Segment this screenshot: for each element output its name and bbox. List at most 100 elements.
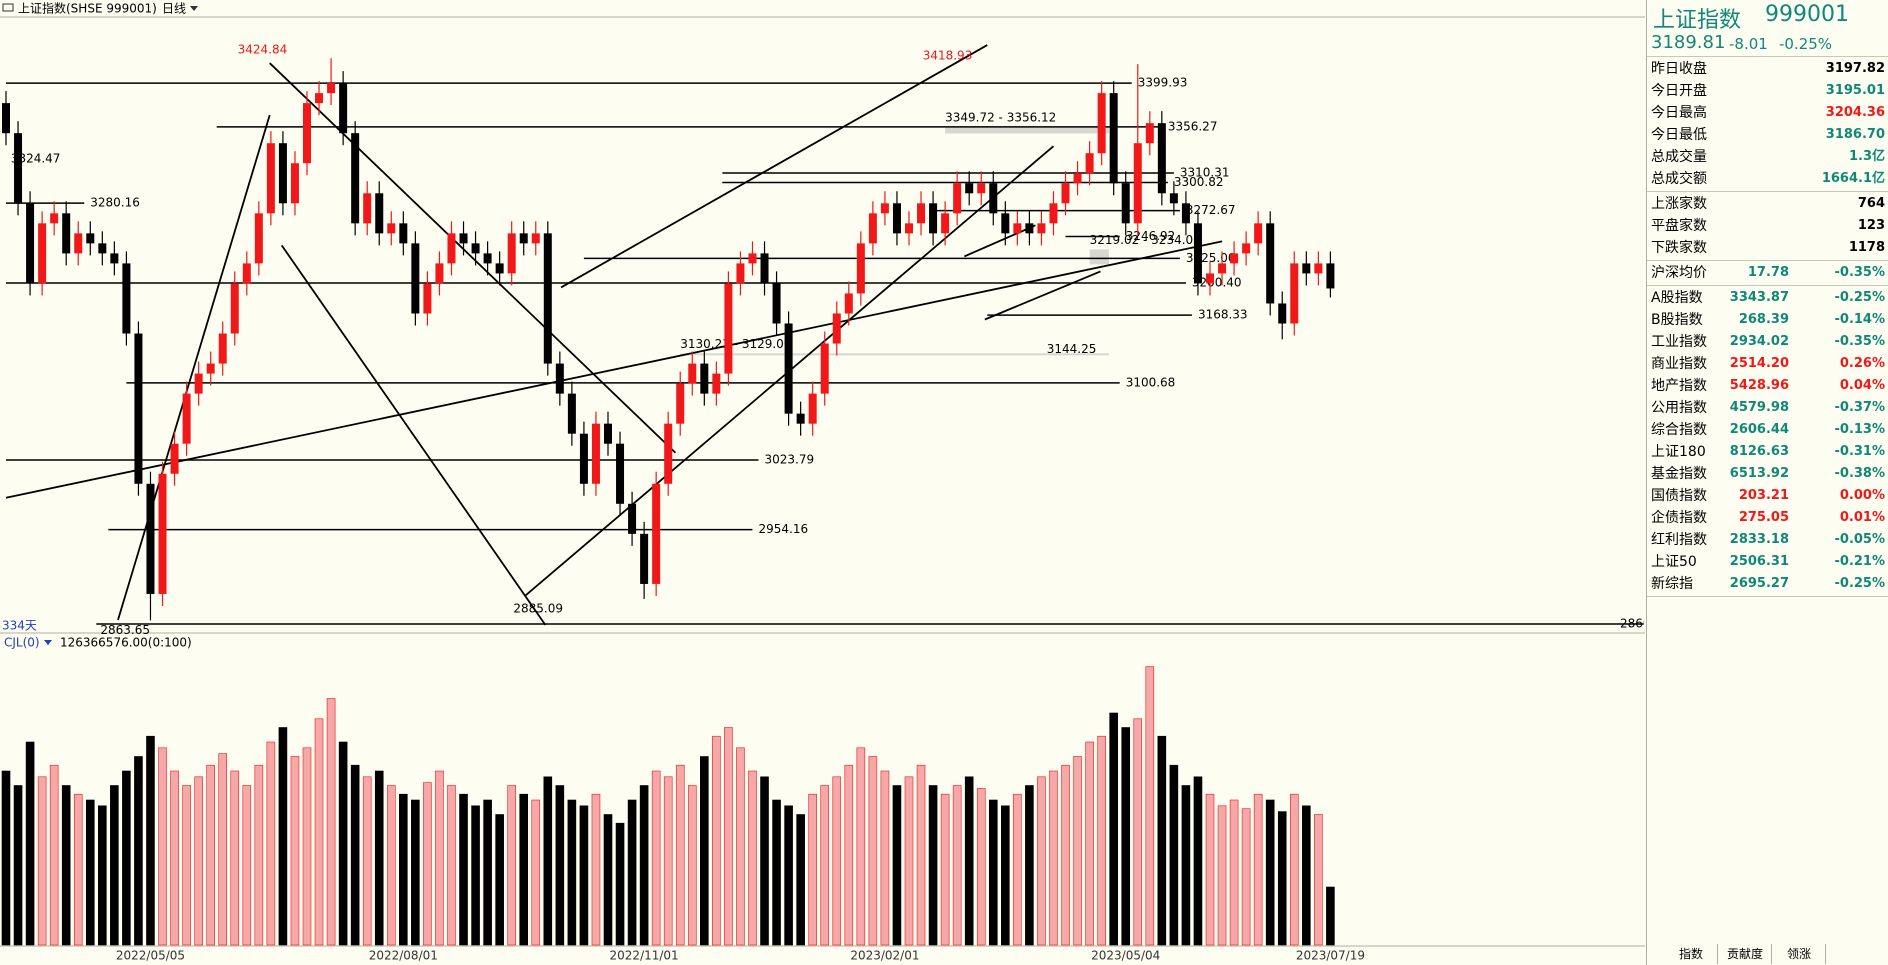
volume-bar [976, 788, 986, 946]
candle-body [700, 363, 709, 394]
volume-bar [796, 814, 805, 946]
index-pct: -0.25% [1834, 290, 1886, 305]
index-pct: -0.21% [1834, 554, 1886, 569]
candle-body [652, 483, 661, 584]
index-name: 工业指数 [1651, 334, 1707, 350]
volume-bar [1157, 735, 1167, 946]
candle-body [616, 443, 625, 504]
gap-label: 3349.72 - 3356.12 [945, 111, 1056, 125]
volume-title[interactable]: CJL(0) [4, 636, 40, 650]
tab[interactable]: 贡献度 [1719, 944, 1772, 964]
candle-body [1254, 223, 1263, 244]
volume-bar [338, 741, 348, 946]
index-pct: 0.01% [1839, 510, 1885, 525]
volume-arrow[interactable] [44, 640, 52, 645]
index-value: 203.21 [1738, 488, 1789, 503]
gap-band [1089, 249, 1109, 265]
index-name: 上证180 [1651, 444, 1706, 460]
candle-body [1001, 213, 1010, 234]
volume-bar [952, 785, 962, 946]
index-pct: -0.31% [1834, 444, 1886, 459]
candle-body [399, 223, 408, 244]
header-title: 上证指数(SHSE 999001) [18, 1, 157, 16]
candle-body [1145, 123, 1154, 144]
candle-body [543, 233, 552, 364]
index-name: 红利指数 [1651, 532, 1707, 548]
volume-bar [350, 764, 360, 946]
menu-icon[interactable] [2, 3, 14, 12]
candle-body [905, 223, 913, 234]
candle-body [38, 223, 47, 284]
volume-bar [1302, 805, 1311, 946]
candle-body [1085, 153, 1094, 174]
index-name: 企债指数 [1651, 510, 1707, 526]
stat-value: 123 [1857, 218, 1885, 233]
candle-body [1266, 223, 1275, 304]
index-pct: -0.13% [1834, 422, 1886, 437]
period[interactable]: 日线 [162, 2, 186, 16]
volume-bar [856, 747, 866, 946]
stat-label: 总成交量 [1651, 149, 1707, 165]
volume-bar [964, 776, 974, 946]
index-value: 2833.18 [1729, 532, 1789, 547]
volume-bar [1314, 814, 1323, 946]
volume-bar [278, 727, 288, 946]
period-arrow[interactable] [190, 6, 198, 11]
index-pct: -0.37% [1834, 400, 1886, 415]
quote-change: -8.01 [1729, 35, 1768, 53]
volume-bar [832, 776, 842, 946]
tab[interactable]: 领涨 [1773, 944, 1826, 964]
index-name: 商业指数 [1651, 356, 1707, 372]
index-value: 5428.96 [1729, 378, 1789, 393]
index-value: 17.78 [1747, 265, 1789, 280]
volume-bar [844, 764, 854, 946]
volume-bar [122, 770, 131, 946]
level-label: 3356.27 [1168, 119, 1218, 133]
volume-bar [627, 799, 637, 946]
index-value: 3343.87 [1729, 290, 1789, 305]
candle-body [182, 393, 191, 444]
volume-bar [1037, 776, 1046, 946]
volume-bar [290, 756, 300, 946]
candle-body [640, 533, 649, 584]
volume-bar [567, 799, 577, 946]
tab[interactable]: 指数 [1665, 944, 1718, 964]
candle-body [519, 233, 528, 244]
candle-body [676, 383, 685, 424]
volume-bar [1097, 735, 1106, 946]
candle-body [1278, 303, 1287, 324]
candle-body [736, 263, 745, 284]
volume-bar [1133, 718, 1143, 946]
index-pct: 0.00% [1839, 488, 1885, 503]
candle-body [989, 183, 998, 214]
index-value: 6513.92 [1729, 466, 1789, 481]
separator [1647, 56, 1888, 57]
volume-bar [1, 770, 11, 946]
index-pct: -0.25% [1834, 576, 1886, 591]
volume-bar [374, 770, 384, 946]
stat-label: 昨日收盘 [1651, 61, 1707, 77]
candle-body [941, 213, 950, 234]
stat-label: 今日最高 [1651, 105, 1707, 121]
volume-bar [784, 805, 793, 946]
volume-bar [399, 793, 408, 946]
level-label: 3246.92 [1126, 229, 1176, 243]
candle-body [1013, 223, 1022, 234]
candle-body [604, 423, 612, 444]
index-pct: -0.35% [1834, 334, 1886, 349]
candle-body [1073, 173, 1082, 184]
separator [1647, 285, 1888, 286]
level-label: 3272.67 [1186, 203, 1236, 217]
volume-bar [651, 770, 661, 946]
volume-bar [314, 718, 324, 946]
candle-body [170, 443, 179, 474]
volume-bar [1217, 805, 1227, 946]
volume-bar [218, 753, 228, 946]
candle-body [748, 253, 757, 264]
volume-bar [1013, 793, 1022, 946]
x-tick-label: 2023/05/04 [1091, 949, 1160, 963]
volume-bar [1241, 808, 1251, 946]
trend-line [984, 270, 1101, 321]
volume-bar [988, 799, 998, 946]
volume-bar [880, 770, 890, 946]
